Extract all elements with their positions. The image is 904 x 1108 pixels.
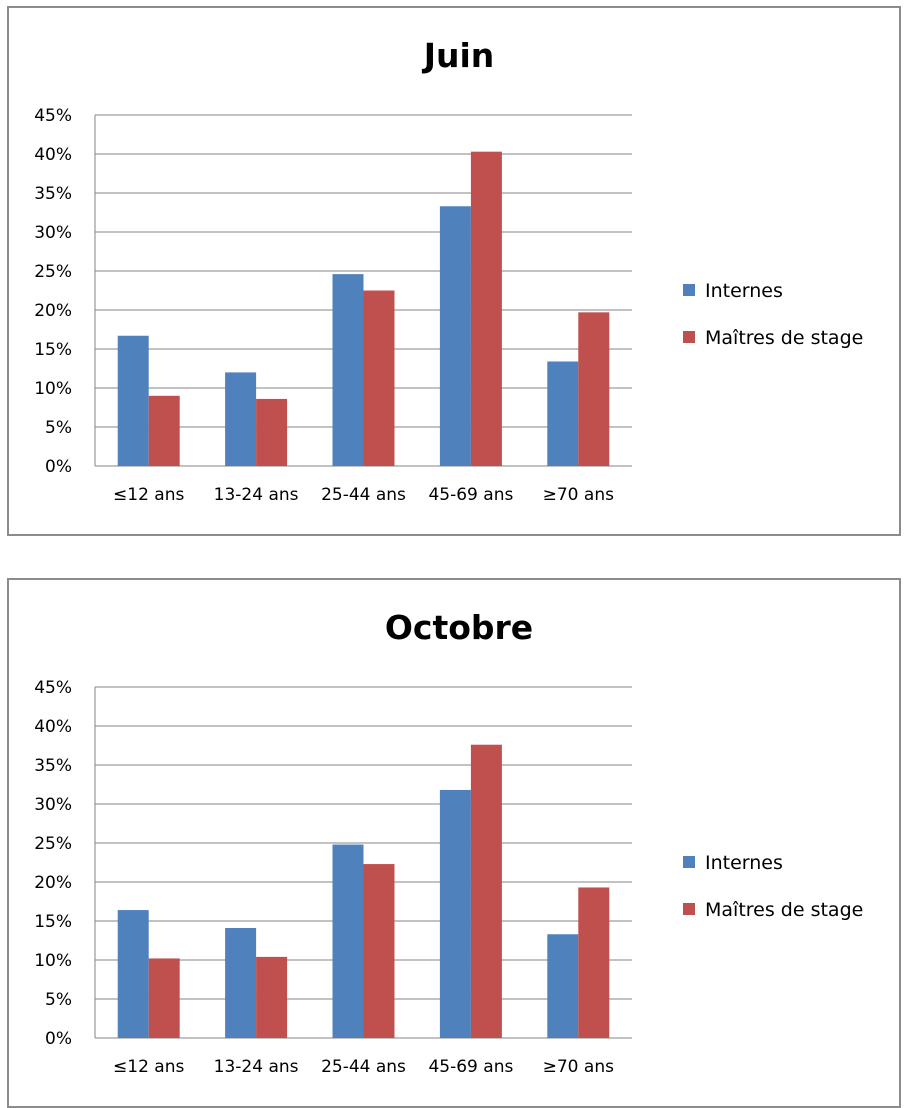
y-tick-label: 10% <box>34 379 72 399</box>
legend-label: Maîtres de stage <box>705 899 863 921</box>
x-tick-label: 45-69 ans <box>428 485 513 505</box>
y-tick-label: 5% <box>45 990 72 1010</box>
x-tick-label: 45-69 ans <box>428 1057 513 1077</box>
y-tick-label: 25% <box>34 262 72 282</box>
legend-swatch <box>683 856 695 868</box>
chart-octobre-svg: Octobre 0% 5% 10% 15% 20% 25% 30% 35% 40% 45% ≤12 a… <box>34 608 863 1077</box>
y-tick-label: 0% <box>45 1029 72 1049</box>
chart-octobre: Octobre 0% 5% 10% 15% 20% 25% 30% 35% 40% 45% ≤12 a… <box>7 578 901 1108</box>
bar-maitres-de-stage <box>363 864 395 1038</box>
legend-label: Internes <box>705 852 783 874</box>
x-tick-label: ≤12 ans <box>113 1057 184 1077</box>
x-tick-label: 13-24 ans <box>214 485 299 505</box>
y-tick-label: 45% <box>34 678 72 698</box>
x-tick-label: ≥70 ans <box>543 1057 614 1077</box>
bar-internes <box>547 934 579 1038</box>
bar-maitres-de-stage <box>256 398 288 466</box>
y-tick-label: 40% <box>34 145 72 165</box>
legend-swatch <box>683 903 695 915</box>
x-tick-label: 25-44 ans <box>321 1057 406 1077</box>
x-tick-label: ≥70 ans <box>543 485 614 505</box>
bar-internes <box>439 789 471 1038</box>
bar-maitres-de-stage <box>470 744 502 1038</box>
legend-swatch <box>683 331 695 343</box>
y-tick-label: 15% <box>34 912 72 932</box>
legend-label: Internes <box>705 280 783 302</box>
bar-internes <box>225 928 257 1038</box>
y-tick-label: 35% <box>34 184 72 204</box>
y-tick-label: 20% <box>34 301 72 321</box>
bar-maitres-de-stage <box>578 312 610 466</box>
bar-maitres-de-stage <box>363 290 395 466</box>
bar-internes <box>332 844 364 1038</box>
bar-maitres-de-stage <box>578 887 610 1038</box>
y-tick-label: 5% <box>45 418 72 438</box>
legend-swatch <box>683 284 695 296</box>
y-tick-label: 10% <box>34 951 72 971</box>
bar-internes <box>117 910 149 1038</box>
y-tick-label: 20% <box>34 873 72 893</box>
legend-label: Maîtres de stage <box>705 327 863 349</box>
bar-internes <box>225 372 257 466</box>
y-tick-label: 45% <box>34 106 72 126</box>
chart-title: Juin <box>422 36 495 75</box>
y-tick-label: 25% <box>34 834 72 854</box>
bar-internes <box>439 206 471 466</box>
x-tick-label: 13-24 ans <box>214 1057 299 1077</box>
y-tick-label: 15% <box>34 340 72 360</box>
y-tick-label: 35% <box>34 756 72 776</box>
bar-maitres-de-stage <box>148 958 180 1038</box>
bar-maitres-de-stage <box>470 151 502 466</box>
chart-juin-svg: Juin 0% 5% 10% 15% 20% 25% 30% 35% 40% 45% ≤12 ans 1… <box>34 36 863 505</box>
bar-maitres-de-stage <box>256 956 288 1038</box>
bar-internes <box>332 274 364 466</box>
bar-internes <box>117 335 149 466</box>
y-tick-label: 30% <box>34 223 72 243</box>
y-tick-label: 0% <box>45 457 72 477</box>
bar-internes <box>547 361 579 466</box>
chart-juin: Juin 0% 5% 10% 15% 20% 25% 30% 35% 40% 45% ≤12 ans 1… <box>7 6 901 536</box>
bar-maitres-de-stage <box>148 395 180 466</box>
y-tick-label: 30% <box>34 795 72 815</box>
y-tick-label: 40% <box>34 717 72 737</box>
x-tick-label: 25-44 ans <box>321 485 406 505</box>
x-tick-label: ≤12 ans <box>113 485 184 505</box>
chart-title: Octobre <box>385 608 533 647</box>
